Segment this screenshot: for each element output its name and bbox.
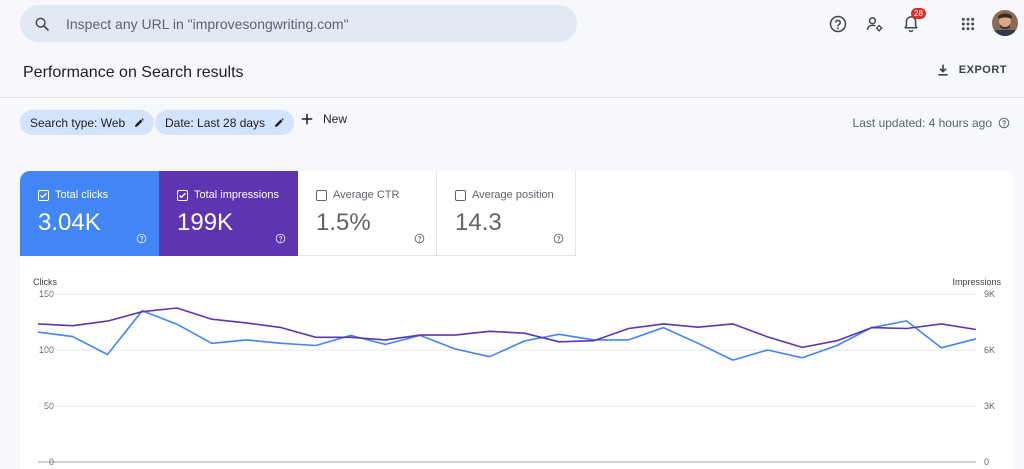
edit-pencil-icon	[135, 117, 145, 127]
metric-value: 14.3	[455, 209, 502, 236]
right-axis-title: Impressions	[952, 277, 1001, 287]
help-icon[interactable]	[998, 117, 1010, 129]
help-icon[interactable]	[553, 233, 564, 244]
search-icon	[35, 17, 49, 31]
metric-value: 3.04K	[38, 209, 101, 236]
export-button[interactable]: EXPORT	[935, 62, 1007, 78]
new-filter-button[interactable]: New	[300, 112, 347, 126]
impressions-series-line	[37, 307, 977, 349]
url-inspect-input[interactable]	[66, 15, 546, 32]
edit-pencil-icon	[275, 117, 284, 127]
help-icon[interactable]	[824, 10, 852, 38]
checkbox-unchecked-icon[interactable]	[455, 189, 466, 201]
checkbox-unchecked-icon[interactable]	[316, 189, 327, 201]
metric-label: Total clicks	[55, 189, 109, 201]
last-updated-text: Last updated: 4 hours ago	[852, 116, 992, 130]
last-updated-info: Last updated: 4 hours ago	[853, 116, 1010, 130]
download-icon	[938, 64, 948, 76]
export-label: EXPORT	[958, 64, 1007, 76]
right-tick-label: 0	[984, 457, 990, 467]
apps-grid-icon[interactable]	[954, 10, 982, 38]
date-filter-label: Date: Last 28 days	[165, 115, 266, 130]
plus-icon	[301, 113, 313, 125]
metric-card-total-clicks[interactable]: Total clicks 3.04K	[20, 171, 159, 256]
notification-count-badge: 28	[911, 8, 926, 19]
metric-card-average-ctr[interactable]: Average CTR 1.5%	[298, 171, 437, 256]
checkbox-checked-icon[interactable]	[177, 189, 188, 201]
search-type-filter-chip[interactable]: Search type: Web	[20, 110, 155, 135]
metric-label: Total impressions	[194, 189, 279, 201]
checkbox-checked-icon[interactable]	[38, 189, 49, 201]
performance-card: Total clicks 3.04K Total impressions 199…	[20, 171, 1014, 469]
help-icon[interactable]	[414, 233, 425, 244]
notifications-icon[interactable]: 28	[897, 8, 926, 38]
new-filter-label: New	[323, 112, 348, 126]
left-axis-title: Clicks	[33, 277, 57, 287]
right-tick-label: 9K	[984, 289, 996, 299]
avatar[interactable]	[992, 10, 1018, 36]
metric-value: 1.5%	[316, 209, 371, 236]
right-tick-label: 3K	[984, 401, 996, 411]
metric-card-total-impressions[interactable]: Total impressions 199K	[159, 171, 298, 256]
help-icon[interactable]	[136, 233, 147, 244]
performance-line-chart	[37, 293, 977, 463]
date-filter-chip[interactable]: Date: Last 28 days	[155, 110, 295, 135]
metric-label: Average CTR	[333, 189, 400, 201]
manage-users-icon[interactable]	[861, 10, 889, 38]
metric-label: Average position	[472, 189, 554, 201]
metric-value: 199K	[177, 209, 234, 236]
help-icon[interactable]	[275, 233, 286, 244]
url-inspect-search-bar[interactable]	[20, 5, 577, 42]
search-type-filter-label: Search type: Web	[30, 115, 126, 130]
page-title: Performance on Search results	[23, 64, 244, 81]
clicks-series-line	[37, 310, 977, 361]
header-divider	[0, 97, 1024, 98]
right-tick-label: 6K	[984, 345, 996, 355]
metric-card-average-position[interactable]: Average position 14.3	[437, 171, 576, 256]
